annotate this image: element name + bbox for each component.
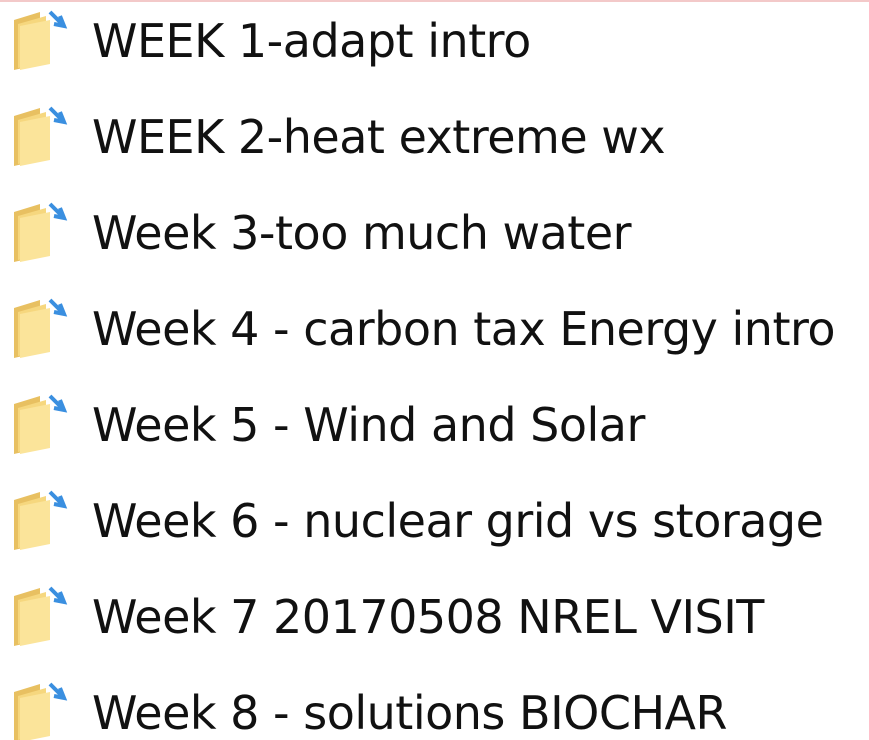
folder-icon — [14, 202, 68, 262]
folder-icon — [14, 490, 68, 550]
folder-label: Week 3-too much water — [92, 206, 632, 260]
folder-icon — [14, 682, 68, 740]
folder-item[interactable]: Week 3-too much water — [0, 194, 869, 290]
folder-item[interactable]: WEEK 1-adapt intro — [0, 2, 869, 98]
folder-item[interactable]: Week 7 20170508 NREL VISIT — [0, 578, 869, 674]
folder-label: Week 5 - Wind and Solar — [92, 398, 645, 452]
folder-label: WEEK 2-heat extreme wx — [92, 110, 666, 164]
folder-label: Week 4 - carbon tax Energy intro — [92, 302, 836, 356]
folder-icon — [14, 586, 68, 646]
folder-item[interactable]: Week 8 - solutions BIOCHAR — [0, 674, 869, 740]
folder-icon — [14, 10, 68, 70]
folder-item[interactable]: WEEK 2-heat extreme wx — [0, 98, 869, 194]
folder-label: Week 8 - solutions BIOCHAR — [92, 686, 727, 740]
folder-item[interactable]: Week 5 - Wind and Solar — [0, 386, 869, 482]
folder-icon — [14, 106, 68, 166]
folder-item[interactable]: Week 6 - nuclear grid vs storage — [0, 482, 869, 578]
folder-icon — [14, 298, 68, 358]
folder-icon — [14, 394, 68, 454]
folder-item[interactable]: Week 4 - carbon tax Energy intro — [0, 290, 869, 386]
folder-label: WEEK 1-adapt intro — [92, 14, 531, 68]
folder-label: Week 7 20170508 NREL VISIT — [92, 590, 764, 644]
folder-label: Week 6 - nuclear grid vs storage — [92, 494, 824, 548]
